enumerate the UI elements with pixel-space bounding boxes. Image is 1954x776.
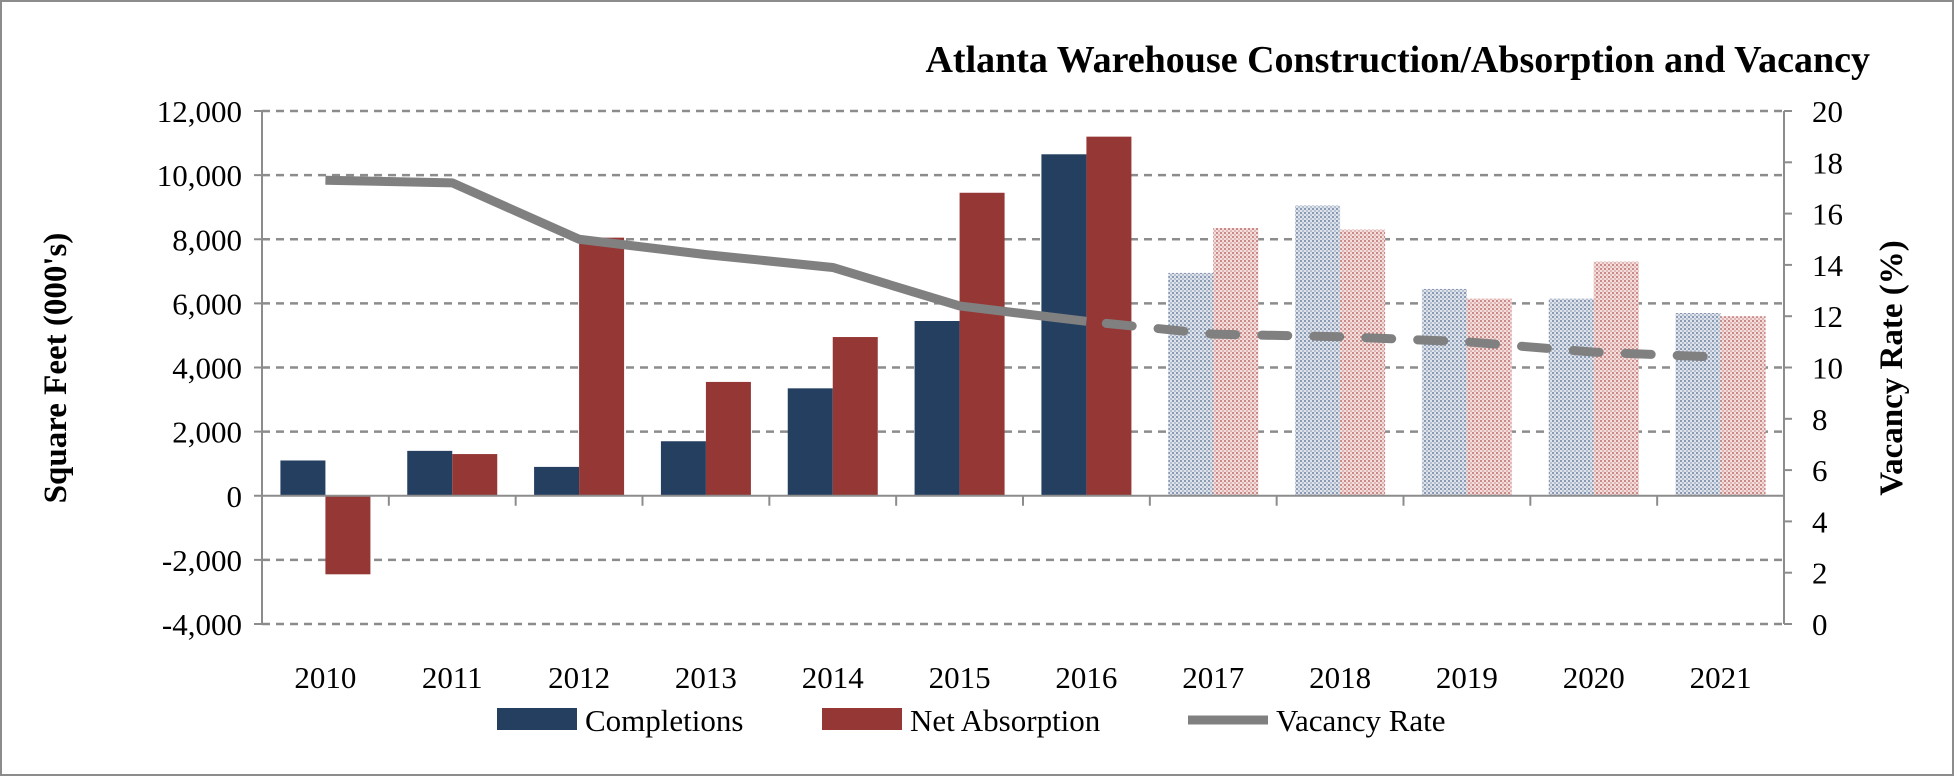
net-absorption-bar-2020: [1593, 261, 1639, 496]
x-tick-label: 2012: [548, 660, 610, 695]
legend-swatch-1: [822, 708, 902, 730]
y2-tick-label: 20: [1812, 94, 1843, 129]
y-axis-title: Square Feet (000's): [38, 233, 74, 504]
y2-axis-title: Vacancy Rate (%): [1874, 240, 1910, 495]
net-absorption-bar-2017: [1213, 228, 1259, 496]
y-tick-label: 2,000: [172, 415, 242, 450]
y2-tick-label: 2: [1812, 556, 1828, 591]
x-tick-label: 2021: [1690, 660, 1752, 695]
net-absorption-bar-2015: [959, 192, 1005, 496]
completions-bar-2018: [1295, 205, 1341, 496]
net-absorption-bar-2010: [325, 495, 371, 575]
y2-tick-label: 12: [1812, 299, 1843, 334]
completions-bar-2019: [1421, 288, 1467, 496]
legend-label: Net Absorption: [910, 703, 1101, 738]
y2-tick-label: 4: [1812, 504, 1828, 539]
net-absorption-bar-2012: [579, 237, 625, 496]
x-tick-label: 2014: [802, 660, 865, 695]
completions-bar-2017: [1168, 272, 1214, 496]
legend-label: Completions: [585, 703, 743, 738]
chart-title: Atlanta Warehouse Construction/Absorptio…: [925, 39, 1870, 81]
y2-tick-label: 8: [1812, 402, 1828, 437]
x-tick-label: 2011: [422, 660, 483, 695]
completions-bar-2016: [1041, 154, 1087, 496]
y-tick-label: -4,000: [162, 607, 242, 642]
completions-bar-2013: [660, 441, 706, 496]
y2-tick-label: 16: [1812, 197, 1843, 232]
completions-bar-2021: [1675, 312, 1721, 496]
net-absorption-bar-2011: [452, 454, 498, 496]
legend-swatch-0: [497, 708, 577, 730]
y2-tick-label: 10: [1812, 351, 1843, 386]
net-absorption-bar-2018: [1340, 229, 1386, 496]
y2-tick-label: 14: [1812, 248, 1844, 283]
x-tick-label: 2016: [1055, 660, 1117, 695]
y-tick-label: 4,000: [172, 351, 242, 386]
net-absorption-bar-2013: [705, 381, 751, 496]
x-tick-label: 2013: [675, 660, 737, 695]
y-tick-label: 10,000: [157, 158, 242, 193]
net-absorption-bar-2014: [832, 337, 878, 496]
x-tick-label: 2018: [1309, 660, 1371, 695]
y2-tick-label: 18: [1812, 145, 1843, 180]
net-absorption-bar-2016: [1086, 136, 1132, 496]
y-tick-label: 12,000: [157, 94, 242, 129]
completions-bar-2014: [787, 388, 833, 496]
x-tick-label: 2015: [929, 660, 991, 695]
y-tick-label: -2,000: [162, 543, 242, 578]
x-tick-label: 2010: [294, 660, 356, 695]
y2-tick-label: 0: [1812, 607, 1828, 642]
y-tick-label: 0: [227, 479, 243, 514]
net-absorption-bar-2019: [1466, 298, 1512, 496]
completions-bar-2020: [1548, 298, 1594, 496]
completions-bar-2012: [534, 466, 580, 496]
legend-label: Vacancy Rate: [1276, 703, 1446, 738]
y-tick-label: 6,000: [172, 286, 242, 321]
completions-bar-2011: [407, 450, 453, 496]
y-tick-label: 8,000: [172, 222, 242, 257]
legend: Completions Net Absorption Vacancy Rate: [497, 703, 1446, 738]
x-tick-label: 2017: [1182, 660, 1244, 695]
x-tick-label: 2020: [1563, 660, 1625, 695]
x-tick-label: 2019: [1436, 660, 1498, 695]
net-absorption-bar-2021: [1720, 316, 1766, 496]
completions-bar-2015: [914, 321, 960, 496]
completions-bar-2010: [280, 460, 326, 496]
y2-tick-label: 6: [1812, 453, 1828, 488]
